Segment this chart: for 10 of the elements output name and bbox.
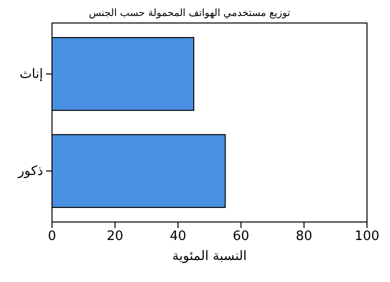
- x-tick-label: 80: [296, 229, 312, 244]
- y-tick-label: إناث: [20, 67, 43, 82]
- y-tick-label: ذكور: [17, 164, 44, 180]
- x-tick-label: 100: [354, 229, 380, 244]
- x-axis-title: النسبة المئوية: [172, 249, 247, 264]
- x-tick-label: 20: [106, 229, 124, 244]
- chart-title: توزيع مستخدمي الهواتف المحمولة حسب الجنس: [88, 8, 290, 19]
- x-tick-label: 0: [48, 229, 56, 244]
- x-tick-label: 60: [232, 229, 250, 244]
- x-tick-label: 40: [170, 229, 186, 244]
